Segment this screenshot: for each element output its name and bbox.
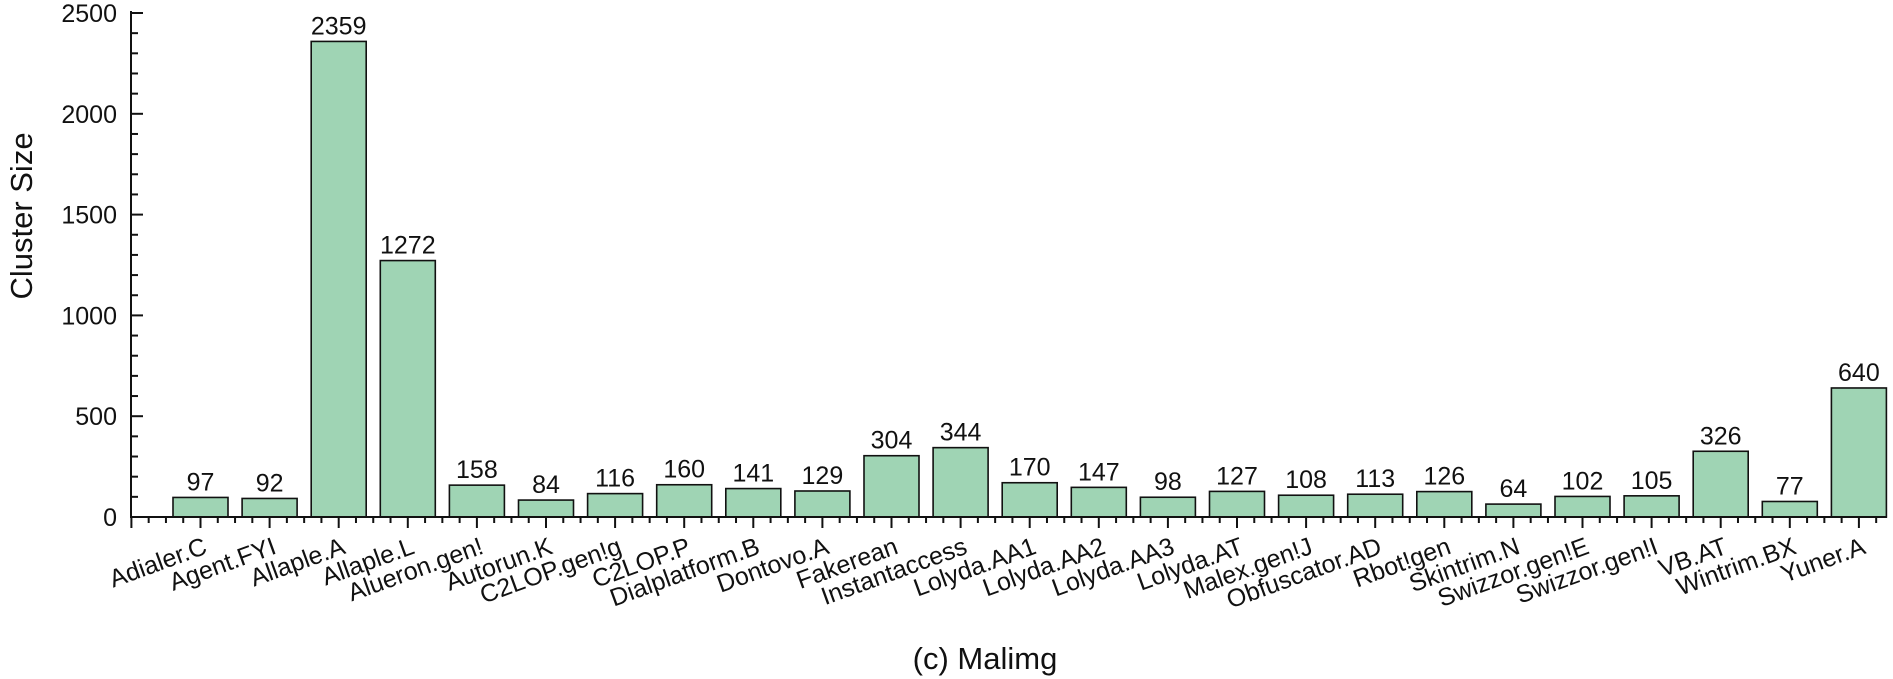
bar bbox=[863, 454, 920, 518]
bar bbox=[1001, 481, 1059, 518]
bar-value-label: 326 bbox=[1700, 422, 1742, 450]
bar bbox=[310, 40, 368, 518]
bar-value-label: 92 bbox=[256, 469, 284, 497]
bar-value-label: 97 bbox=[187, 468, 215, 496]
bar-value-label: 77 bbox=[1776, 472, 1804, 500]
bar bbox=[1208, 490, 1266, 518]
bar bbox=[1070, 486, 1128, 518]
bar-value-label: 147 bbox=[1078, 458, 1120, 486]
bar bbox=[241, 497, 298, 518]
bar-value-label: 108 bbox=[1285, 466, 1327, 494]
bar bbox=[794, 490, 851, 518]
bar-value-label: 102 bbox=[1562, 467, 1604, 495]
bars-group: 97 92 2359 1272 158 84 116 160 141 129 304 344 170 14… bbox=[172, 12, 1888, 518]
bar bbox=[1416, 490, 1473, 518]
bar-value-label: 116 bbox=[595, 465, 635, 493]
bar bbox=[517, 499, 575, 518]
bar bbox=[1485, 503, 1542, 518]
bar bbox=[1623, 495, 1680, 518]
bar bbox=[1692, 450, 1749, 518]
bar bbox=[1554, 495, 1611, 518]
x-axis-title: (c) Malimg bbox=[913, 641, 1058, 676]
bar-value-label: 344 bbox=[940, 419, 982, 447]
bar-value-label: 141 bbox=[732, 460, 774, 488]
bar bbox=[379, 259, 437, 518]
y-axis-ticks: 0 500 1000 1500 2000 2500 bbox=[61, 0, 143, 532]
bar-value-label: 160 bbox=[663, 456, 705, 484]
bar bbox=[172, 496, 229, 518]
y-tick-label: 500 bbox=[75, 403, 117, 431]
y-tick-label: 1000 bbox=[61, 302, 117, 330]
bar bbox=[1761, 500, 1819, 518]
bar-value-label: 129 bbox=[802, 462, 844, 490]
y-tick-label: 0 bbox=[103, 504, 117, 532]
bar-value-label: 126 bbox=[1423, 463, 1465, 491]
bar bbox=[724, 487, 782, 518]
y-axis-title: Cluster Size bbox=[4, 132, 39, 299]
bar-value-label: 158 bbox=[456, 456, 498, 484]
y-tick-label: 2000 bbox=[61, 101, 117, 129]
bar-value-label: 105 bbox=[1631, 467, 1673, 495]
bar bbox=[1346, 493, 1404, 518]
bar bbox=[1139, 496, 1197, 518]
bar bbox=[655, 483, 713, 518]
bar-value-label: 84 bbox=[532, 471, 560, 499]
bar-value-label: 304 bbox=[871, 427, 913, 455]
bar bbox=[1830, 387, 1888, 518]
y-tick-label: 2500 bbox=[61, 0, 117, 28]
bar bbox=[932, 446, 989, 518]
bar-value-label: 98 bbox=[1154, 468, 1182, 496]
bar bbox=[586, 492, 644, 518]
bar-value-label: 170 bbox=[1009, 454, 1051, 482]
bar-value-label: 1272 bbox=[380, 232, 436, 260]
bar-value-label: 127 bbox=[1216, 462, 1258, 490]
bar bbox=[1277, 494, 1335, 518]
bar-value-label: 640 bbox=[1838, 359, 1880, 387]
bar-value-label: 2359 bbox=[311, 12, 367, 40]
y-tick-label: 1500 bbox=[61, 202, 117, 230]
bar bbox=[448, 484, 506, 518]
bar-value-label: 64 bbox=[1499, 475, 1527, 503]
x-axis-ticks: Adialer.CAgent.FYIAllaple.AAllaple.LAlue… bbox=[106, 517, 1878, 614]
bar-value-label: 113 bbox=[1355, 465, 1395, 493]
